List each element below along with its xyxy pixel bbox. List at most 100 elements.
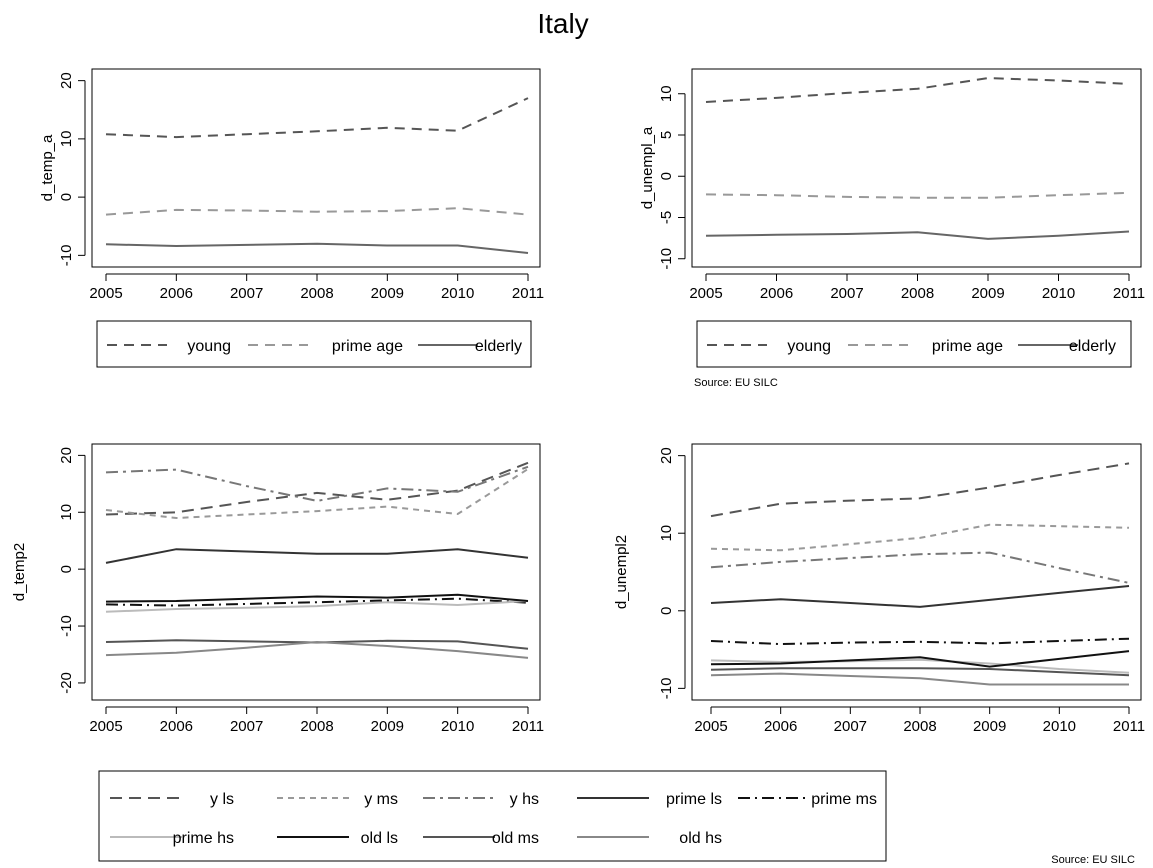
- legend-label: prime ls: [666, 791, 722, 808]
- x-tick-label: 2006: [160, 285, 193, 302]
- x-axis: 2005 2006 2007 2008 2009 2010 2011: [689, 273, 1145, 302]
- x-tick-label: 2005: [89, 718, 122, 735]
- x-tick-label: 2008: [903, 718, 936, 735]
- legend-label: young: [787, 338, 831, 355]
- x-tick-label: 2007: [830, 285, 863, 302]
- x-tick-label: 2009: [973, 718, 1006, 735]
- y-axis-label: d_temp_a: [39, 134, 56, 201]
- legend-label: old hs: [679, 830, 722, 847]
- series-line-young: [705, 77, 1130, 103]
- y-axis-label: d_unempl_a: [639, 126, 656, 209]
- legend-top-left: young prime age elderly: [96, 320, 532, 368]
- x-tick-label: 2008: [300, 718, 333, 735]
- series-line-y-ms: [710, 523, 1130, 552]
- y-tick-label: -20: [58, 672, 75, 694]
- x-tick-label: 2005: [689, 285, 722, 302]
- series-line-prime-hs: [710, 658, 1130, 674]
- legends: young prime age elderly young prime age elder…: [96, 320, 1132, 862]
- y-tick-label: 10: [58, 131, 75, 148]
- series-line-old-ls: [710, 650, 1130, 668]
- series-line-prime-hs: [105, 600, 529, 613]
- x-tick-label: 2008: [901, 285, 934, 302]
- series-line-y-ls: [710, 462, 1130, 518]
- chart-panel-d-unempl2: 2005 2006 2007 2008 2009 2010 2011 -10 0 10 20 d_un…: [613, 443, 1145, 735]
- x-tick-label: 2010: [1042, 285, 1075, 302]
- legend-frame: [98, 770, 887, 862]
- y-tick-label: -10: [58, 615, 75, 637]
- legend-label: elderly: [1069, 338, 1116, 355]
- main-title: Italy: [537, 8, 588, 39]
- legend-label: y hs: [510, 791, 539, 808]
- y-tick-label: -10: [58, 245, 75, 267]
- legend-label: old ls: [361, 830, 398, 847]
- series-line-prime-ls: [710, 585, 1130, 608]
- legend-label: young: [187, 338, 231, 355]
- series-line-elderly: [105, 242, 529, 254]
- series-line-prime-age: [705, 191, 1130, 199]
- x-tick-label: 2007: [230, 718, 263, 735]
- x-axis: 2005 2006 2007 2008 2009 2010 2011: [89, 273, 544, 302]
- legend-frame: [696, 320, 1132, 368]
- legend-bottom: y ls y ms y hs prime ls prime ms prime hs old …: [98, 770, 887, 862]
- y-axis: -10 0 10 20 d_unempl2: [613, 447, 686, 700]
- y-axis: -10 -5 0 5 10 d_unempl_a: [639, 85, 686, 270]
- y-tick-label: 20: [58, 447, 75, 464]
- y-tick-label: 10: [658, 525, 675, 542]
- series-line-elderly: [705, 230, 1130, 240]
- x-tick-label: 2006: [760, 285, 793, 302]
- x-tick-label: 2005: [89, 285, 122, 302]
- legend-label: elderly: [475, 338, 522, 355]
- y-axis-label: d_temp2: [11, 543, 28, 601]
- y-tick-label: 20: [658, 447, 675, 464]
- series-line-prime-age: [105, 207, 529, 216]
- series-line-young: [105, 97, 529, 139]
- series-line-y-hs: [105, 465, 529, 502]
- chart-panel-d-temp2: 2005 2006 2007 2008 2009 2010 2011 -20 -10 0 10 20 d…: [11, 443, 544, 735]
- x-tick-label: 2009: [971, 285, 1004, 302]
- legend-label: y ls: [210, 791, 234, 808]
- y-tick-label: 10: [658, 85, 675, 102]
- x-tick-label: 2009: [371, 285, 404, 302]
- y-tick-label: -10: [658, 678, 675, 700]
- y-tick-label: 20: [58, 72, 75, 89]
- source-note-top: Source: EU SILC: [694, 377, 778, 389]
- panels: 2005 2006 2007 2008 2009 2010 2011-1001020d_te…: [11, 68, 1145, 735]
- series-line-old-ls: [105, 593, 529, 603]
- x-axis: 2005 2006 2007 2008 2009 2010 2011: [694, 706, 1145, 735]
- plot-frame: [691, 443, 1142, 701]
- y-tick-label: 0: [58, 565, 75, 573]
- legend-label: old ms: [492, 830, 539, 847]
- series-line-prime-ls: [105, 548, 529, 564]
- x-tick-label: 2006: [764, 718, 797, 735]
- legend-label: prime age: [332, 338, 403, 355]
- series-line-y-ls: [105, 461, 529, 516]
- chart-panel-d-temp-a: 2005 2006 2007 2008 2009 2010 2011 -10 0 10 20 d_te…: [39, 68, 544, 302]
- y-tick-label: 5: [658, 131, 675, 139]
- plot-frame: [91, 68, 541, 268]
- x-tick-label: 2007: [834, 718, 867, 735]
- series-line-y-hs: [710, 551, 1130, 584]
- source-note-bottom: Source: EU SILC: [1051, 854, 1135, 866]
- legend-label: prime age: [932, 338, 1003, 355]
- legend-label: prime hs: [173, 830, 234, 847]
- series-line-y-ms: [105, 468, 529, 520]
- y-tick-label: -10: [658, 248, 675, 270]
- x-tick-label: 2007: [230, 285, 263, 302]
- x-tick-label: 2010: [1043, 718, 1076, 735]
- x-tick-label: 2006: [160, 718, 193, 735]
- y-axis: -10 0 10 20 d_temp_a: [39, 72, 86, 267]
- x-tick-label: 2005: [694, 718, 727, 735]
- y-axis: -20 -10 0 10 20 d_temp2: [11, 447, 86, 694]
- y-tick-label: 0: [658, 172, 675, 180]
- legend-label: y ms: [364, 791, 398, 808]
- series-line-prime-ms: [710, 637, 1130, 646]
- y-tick-label: 0: [58, 193, 75, 201]
- x-tick-label: 2008: [300, 285, 333, 302]
- y-tick-label: 10: [58, 504, 75, 521]
- series-line-old-ms: [710, 667, 1130, 677]
- plot-frame: [691, 68, 1142, 268]
- y-tick-label: 0: [658, 607, 675, 615]
- legend-label: prime ms: [811, 791, 877, 808]
- legend-top-right: young prime age elderly: [696, 320, 1132, 368]
